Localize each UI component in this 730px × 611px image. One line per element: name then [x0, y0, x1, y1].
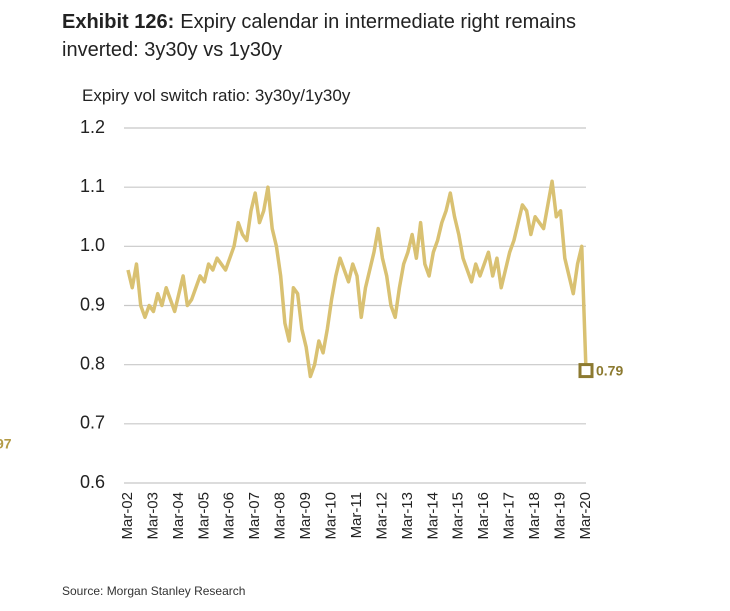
x-tick-label: Mar-14	[424, 492, 441, 540]
title: Exhibit 126: Expiry calendar in intermedi…	[62, 8, 642, 64]
title-text: Expiry calendar in intermediate right re…	[62, 11, 576, 61]
x-tick-label: Mar-07	[246, 492, 263, 540]
x-tick-label: Mar-16	[475, 492, 492, 540]
x-tick-label: Mar-19	[552, 492, 569, 540]
x-tick-label: Mar-15	[450, 492, 467, 540]
y-tick-label: 1.0	[80, 235, 105, 255]
x-tick-label: Mar-05	[195, 492, 212, 540]
subtitle: Expiry vol switch ratio: 3y30y/1y30y	[82, 86, 351, 105]
x-tick-label: Mar-11	[348, 492, 365, 538]
x-tick-label: Mar-04	[170, 492, 187, 540]
x-tick-label: Mar-20	[577, 492, 594, 540]
source: Source: Morgan Stanley Research	[62, 584, 246, 598]
y-tick-label: 0.6	[80, 472, 105, 492]
y-tick-label: 1.1	[80, 176, 105, 196]
x-tick-label: Mar-09	[297, 492, 314, 540]
chart: 97 0.6 0.7 0.8 0.9 1.0 1.1 1.2 Mar-02 Mar-03 Mar-…	[0, 117, 623, 540]
x-tick-label: Mar-03	[144, 492, 161, 540]
end-label: 0.79	[596, 362, 623, 378]
x-tick-label: Mar-08	[272, 492, 289, 540]
x-tick-label: Mar-12	[373, 492, 390, 540]
y-tick-label: 0.9	[80, 294, 105, 314]
cropped-label: 97	[0, 436, 12, 452]
x-tick-label: Mar-06	[221, 492, 238, 540]
title-prefix: Exhibit 126:	[62, 11, 175, 33]
x-tick-label: Mar-17	[501, 492, 518, 540]
x-tick-label: Mar-02	[119, 492, 136, 540]
x-tick-label: Mar-10	[323, 492, 340, 540]
x-tick-label: Mar-13	[399, 492, 416, 540]
data-line	[126, 179, 588, 379]
y-tick-label: 1.2	[80, 117, 105, 137]
y-tick-label: 0.8	[80, 353, 105, 373]
y-tick-label: 0.7	[80, 413, 105, 433]
x-tick-label: Mar-18	[526, 492, 543, 540]
end-marker	[578, 363, 594, 379]
